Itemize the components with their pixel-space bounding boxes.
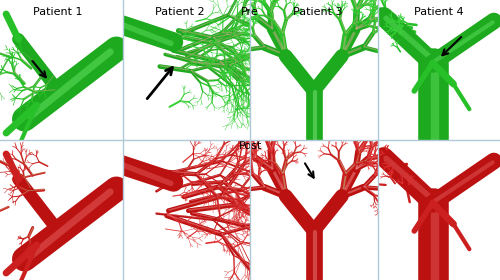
Text: Patient 4: Patient 4	[414, 7, 464, 17]
Text: Patient 1: Patient 1	[33, 7, 82, 17]
Text: Patient 3: Patient 3	[293, 7, 342, 17]
Text: Patient 2: Patient 2	[155, 7, 205, 17]
Text: Pre: Pre	[241, 7, 259, 17]
Text: Post: Post	[238, 141, 262, 151]
